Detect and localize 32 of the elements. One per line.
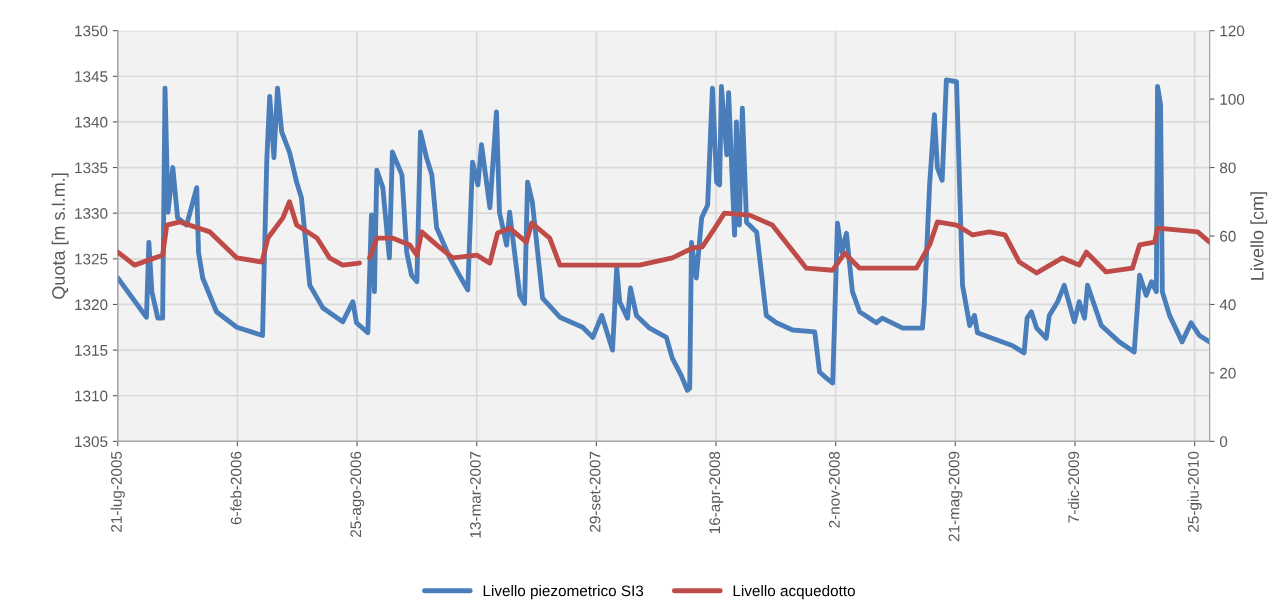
x-tick-label: 16-apr-2008	[709, 451, 724, 534]
x-tick-label: 13-mar-2007	[470, 451, 481, 538]
y2-tick-label: 60	[1220, 230, 1236, 242]
y2-tick-label: 0	[1219, 436, 1228, 448]
x-tick-label: 21-mag-2009	[948, 451, 963, 542]
x-tick-label: 7-dic-2009	[1067, 451, 1080, 523]
legend-label: Livello piezometrico SI3	[483, 585, 644, 600]
y-tick-label: 1305	[75, 436, 108, 448]
y-tick-label: 1350	[75, 25, 108, 37]
y-tick-label: 1310	[75, 390, 108, 402]
x-tick-label: 6-feb-2006	[230, 451, 242, 525]
legend-label: Livello acquedotto	[733, 585, 855, 600]
x-tick-label: 25-giu-2010	[1187, 451, 1202, 532]
y-tick-label: 1315	[75, 344, 108, 356]
y-tick-label: 1345	[75, 71, 108, 82]
x-tick-label: 21-lug-2005	[110, 451, 125, 532]
y2-tick-label: 120	[1220, 25, 1245, 37]
y2-tick-label: 20	[1220, 367, 1236, 379]
y2-tick-label: 100	[1220, 93, 1245, 105]
x-tick-label: 25-ago-2006	[350, 451, 365, 537]
y-tick-label: 1325	[75, 253, 108, 265]
y2-tick-label: 80	[1219, 162, 1236, 174]
y-tick-label: 1320	[75, 299, 108, 311]
y2-axis-title: Livello [cm]	[1250, 192, 1268, 280]
y-tick-label: 1335	[75, 162, 108, 174]
x-tick-label: 29-set-2007	[589, 451, 601, 532]
line-series	[117, 77, 1210, 393]
x-tick-label: 2-nov-2008	[828, 451, 840, 528]
y2-tick-label: 40	[1219, 299, 1236, 311]
y-axis-title: Quota [m s.l.m.]	[51, 173, 69, 299]
y-tick-label: 1330	[75, 208, 108, 219]
y-tick-label: 1340	[75, 116, 108, 128]
